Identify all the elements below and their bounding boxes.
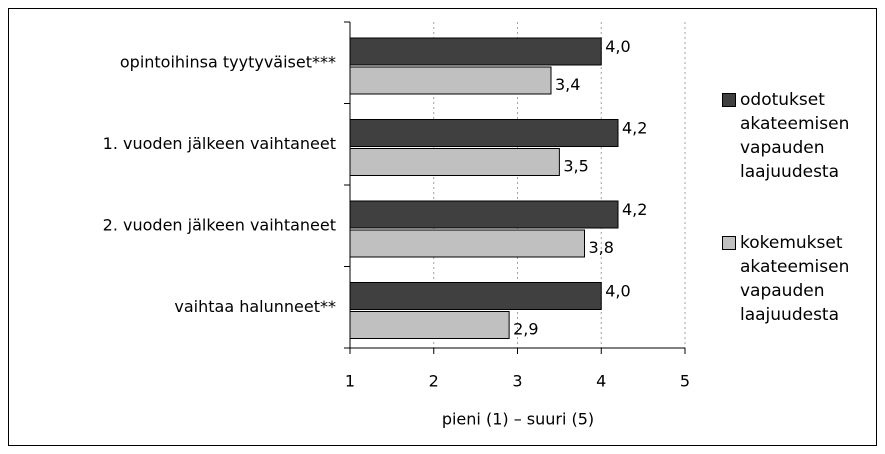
bar bbox=[349, 66, 552, 95]
bar bbox=[349, 311, 510, 339]
bar bbox=[349, 200, 619, 229]
data-label: 4,0 bbox=[605, 37, 630, 56]
x-axis-label: pieni (1) – suuri (5) bbox=[442, 410, 594, 429]
data-label: 3,8 bbox=[589, 238, 614, 257]
legend-label: kokemukset akateemisen vapauden laajuude… bbox=[740, 233, 850, 325]
x-tick-label: 4 bbox=[596, 372, 606, 391]
data-label: 4,0 bbox=[605, 282, 630, 301]
data-label: 3,4 bbox=[555, 75, 580, 94]
y-tick-label: 2. vuoden jälkeen vaihtaneet bbox=[103, 215, 336, 234]
legend-swatch bbox=[722, 236, 736, 250]
legend-label: odotukset akateemisen vapauden laajuudes… bbox=[740, 90, 850, 182]
bar bbox=[349, 229, 585, 258]
bar bbox=[349, 37, 602, 66]
x-tick-label: 3 bbox=[512, 372, 522, 391]
legend-swatch bbox=[722, 93, 736, 107]
frame bbox=[8, 8, 877, 446]
bar bbox=[349, 119, 619, 147]
y-tick-label: 1. vuoden jälkeen vaihtaneet bbox=[103, 134, 336, 153]
x-tick-label: 5 bbox=[680, 372, 690, 391]
y-tick-label: opintoihinsa tyytyväiset*** bbox=[120, 52, 336, 71]
bar bbox=[349, 282, 602, 310]
data-label: 4,2 bbox=[622, 119, 647, 138]
data-label: 4,2 bbox=[622, 200, 647, 219]
x-tick-label: 1 bbox=[345, 372, 355, 391]
x-tick-label: 2 bbox=[429, 372, 439, 391]
y-tick-label: vaihtaa halunneet** bbox=[174, 297, 336, 316]
data-label: 2,9 bbox=[513, 320, 538, 339]
bar bbox=[349, 148, 560, 176]
data-label: 3,5 bbox=[563, 157, 588, 176]
